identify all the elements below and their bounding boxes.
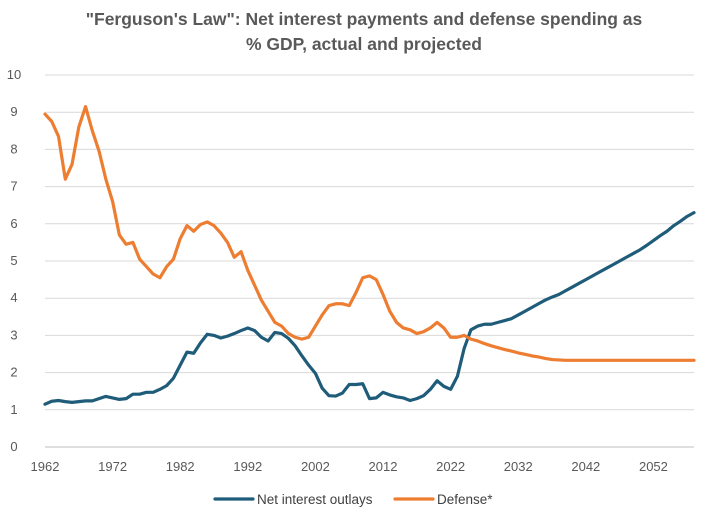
- x-tick-label: 1962: [31, 459, 60, 474]
- y-tick-label: 10: [7, 67, 21, 82]
- legend-label-net-interest: Net interest outlays: [257, 492, 373, 507]
- series-line-defense: [43, 105, 696, 362]
- chart-title-line-2: % GDP, actual and projected: [246, 34, 482, 54]
- x-tick-label: 2042: [571, 459, 600, 474]
- x-tick-label: 2032: [504, 459, 533, 474]
- y-tick-label: 6: [10, 216, 17, 231]
- y-tick-label: 5: [10, 253, 17, 268]
- y-tick-label: 4: [10, 290, 17, 305]
- x-tick-label: 2012: [369, 459, 398, 474]
- x-tick-label: 2022: [436, 459, 465, 474]
- y-tick-label: 9: [10, 104, 17, 119]
- y-tick-label: 1: [10, 402, 17, 417]
- y-tick-label: 2: [10, 365, 17, 380]
- y-tick-label: 8: [10, 141, 17, 156]
- x-tick-label: 2052: [639, 459, 668, 474]
- chart-title-line-1: "Ferguson's Law": Net interest payments …: [85, 9, 643, 29]
- y-tick-label: 7: [10, 179, 17, 194]
- x-tick-label: 1972: [98, 459, 127, 474]
- legend-label-defense: Defense*: [437, 492, 493, 507]
- x-tick-label: 1982: [166, 459, 195, 474]
- series-line-net-interest: [43, 211, 696, 406]
- x-tick-label: 2002: [301, 459, 330, 474]
- x-tick-label: 1992: [233, 459, 262, 474]
- y-tick-label: 3: [10, 327, 17, 342]
- y-tick-label: 0: [10, 439, 17, 454]
